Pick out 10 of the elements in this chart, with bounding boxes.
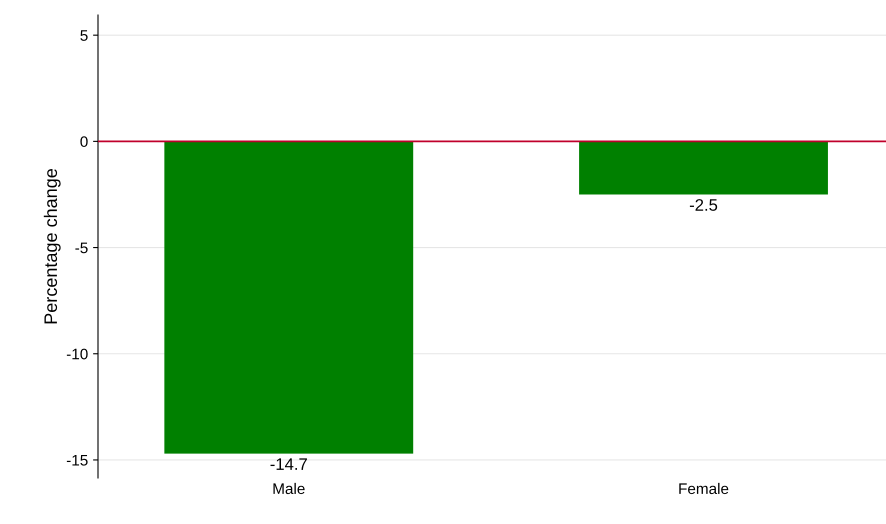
y-axis-title: Percentage change <box>44 168 61 324</box>
data-label: -2.5 <box>690 199 718 211</box>
x-tick-label: Male <box>273 482 305 494</box>
y-tick-label: -10 <box>66 348 88 360</box>
data-label: -14.7 <box>270 458 307 470</box>
x-tick-label: Female <box>679 482 728 494</box>
y-tick-label: 5 <box>80 30 88 41</box>
y-tick-label: -15 <box>66 454 88 466</box>
y-tick-label: -5 <box>75 242 88 254</box>
y-tick-label: 0 <box>80 136 88 148</box>
